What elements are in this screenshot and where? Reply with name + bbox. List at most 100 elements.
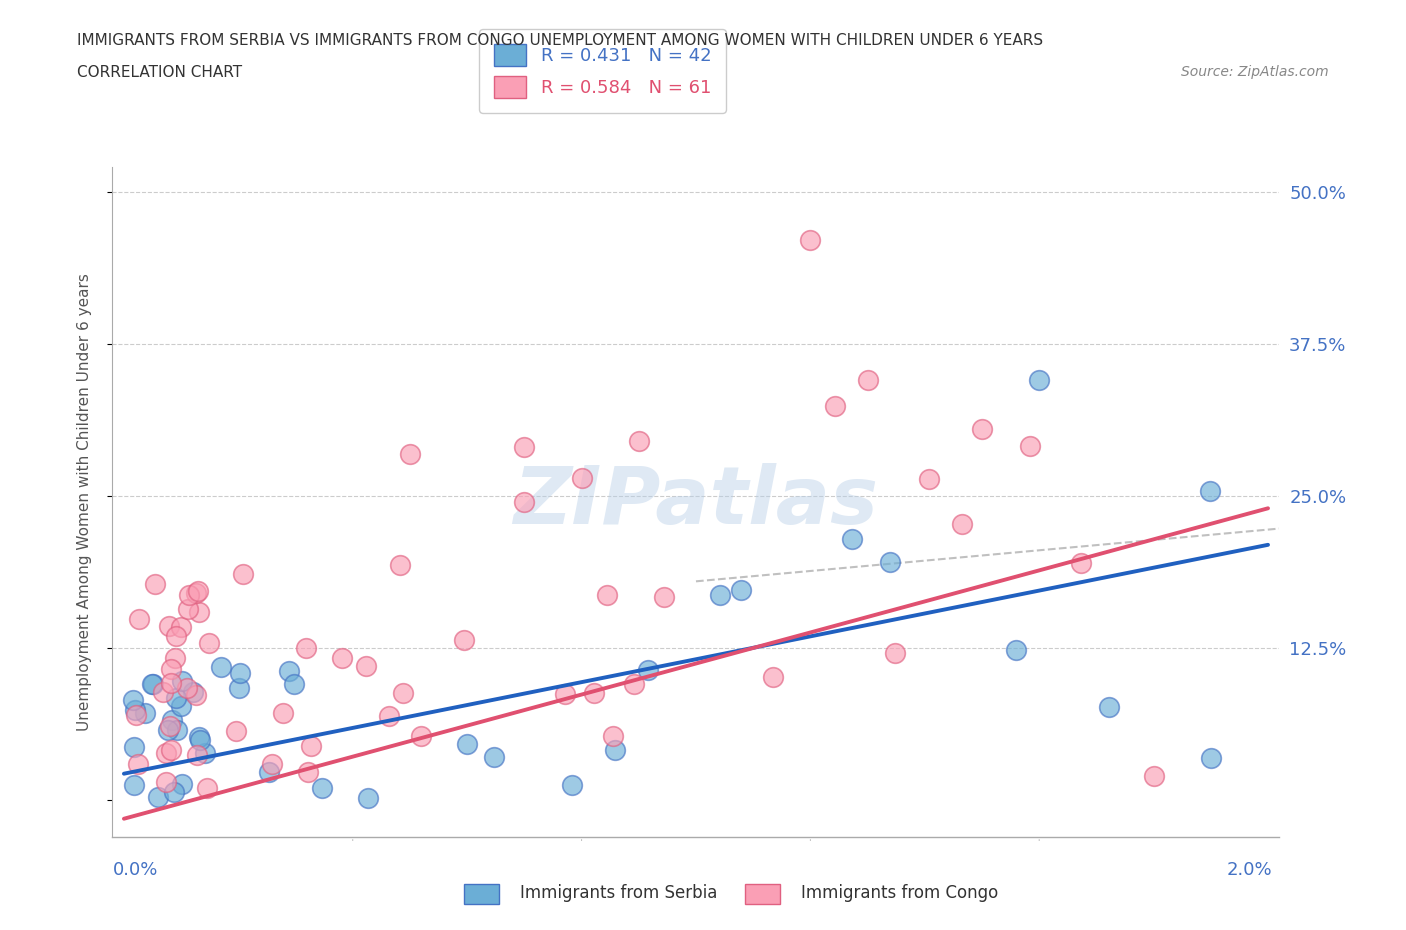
Point xyxy=(124,739,146,754)
Text: CORRELATION CHART: CORRELATION CHART xyxy=(77,65,242,80)
Point xyxy=(188,604,211,619)
Point xyxy=(197,635,219,650)
Text: Immigrants from Congo: Immigrants from Congo xyxy=(801,884,998,902)
Point xyxy=(225,724,247,738)
Point xyxy=(186,688,208,703)
Point xyxy=(181,685,204,700)
Point xyxy=(627,434,650,449)
Point xyxy=(176,681,198,696)
Point xyxy=(125,708,148,723)
Point xyxy=(356,790,378,805)
Point xyxy=(378,709,401,724)
Point xyxy=(295,641,318,656)
Point xyxy=(231,567,253,582)
Legend: R = 0.431   N = 42, R = 0.584   N = 61: R = 0.431 N = 42, R = 0.584 N = 61 xyxy=(479,29,725,113)
Point xyxy=(297,764,319,779)
Y-axis label: Unemployment Among Women with Children Under 6 years: Unemployment Among Women with Children U… xyxy=(77,273,91,731)
Point xyxy=(513,440,536,455)
Point xyxy=(554,687,576,702)
Point xyxy=(856,373,879,388)
Point xyxy=(170,619,193,634)
Point xyxy=(283,677,305,692)
Point xyxy=(271,706,294,721)
Text: IMMIGRANTS FROM SERBIA VS IMMIGRANTS FROM CONGO UNEMPLOYMENT AMONG WOMEN WITH CH: IMMIGRANTS FROM SERBIA VS IMMIGRANTS FRO… xyxy=(77,33,1043,47)
Point xyxy=(637,662,659,677)
Point xyxy=(883,645,905,660)
Point xyxy=(1070,555,1092,570)
Point xyxy=(194,746,217,761)
Point xyxy=(172,777,194,791)
Point xyxy=(186,748,208,763)
Point xyxy=(1199,483,1222,498)
Point xyxy=(148,790,170,804)
Point xyxy=(165,691,187,706)
Point xyxy=(652,590,675,604)
Point xyxy=(195,781,218,796)
Point xyxy=(1098,699,1121,714)
Point xyxy=(160,675,183,690)
Point xyxy=(134,706,156,721)
Point xyxy=(388,558,411,573)
Point xyxy=(330,651,353,666)
Point xyxy=(128,611,150,626)
Point xyxy=(155,746,177,761)
Point xyxy=(177,602,200,617)
Point xyxy=(762,670,785,684)
Point xyxy=(571,471,593,485)
Point xyxy=(482,750,505,764)
Point xyxy=(602,729,624,744)
Point xyxy=(605,743,627,758)
Point xyxy=(260,756,283,771)
Point xyxy=(799,233,821,248)
Point xyxy=(561,777,583,792)
Point xyxy=(583,686,606,701)
Point xyxy=(152,685,174,700)
Point xyxy=(165,629,187,644)
Point xyxy=(157,723,180,737)
Point xyxy=(143,577,166,591)
Point xyxy=(124,702,146,717)
Point xyxy=(970,421,993,436)
Point xyxy=(399,446,422,461)
Point xyxy=(159,719,181,734)
Point xyxy=(1019,439,1042,454)
Point xyxy=(187,583,209,598)
Point xyxy=(1142,769,1164,784)
Point xyxy=(841,532,863,547)
Point xyxy=(170,673,193,688)
Point xyxy=(1005,643,1028,658)
Point xyxy=(184,586,207,601)
Text: 0.0%: 0.0% xyxy=(112,860,157,879)
Point xyxy=(163,785,186,800)
Point xyxy=(709,588,731,603)
Point xyxy=(160,712,183,727)
Point xyxy=(456,737,478,751)
Point xyxy=(1028,373,1050,388)
Point xyxy=(879,554,901,569)
Text: Immigrants from Serbia: Immigrants from Serbia xyxy=(520,884,717,902)
Point xyxy=(155,775,177,790)
Point xyxy=(121,692,143,707)
Point xyxy=(409,728,432,743)
Point xyxy=(160,742,183,757)
Point xyxy=(311,781,333,796)
Point xyxy=(453,632,475,647)
Point xyxy=(392,685,415,700)
Point xyxy=(513,495,536,510)
Text: ZIPatlas: ZIPatlas xyxy=(513,463,879,541)
Point xyxy=(595,588,617,603)
Point xyxy=(229,666,252,681)
Point xyxy=(1199,751,1222,765)
Point xyxy=(179,588,201,603)
Point xyxy=(228,681,250,696)
Point xyxy=(259,764,281,779)
Text: Source: ZipAtlas.com: Source: ZipAtlas.com xyxy=(1181,65,1329,79)
Point xyxy=(278,664,301,679)
Point xyxy=(730,582,752,597)
Point xyxy=(170,698,193,713)
Point xyxy=(209,659,232,674)
Point xyxy=(165,651,187,666)
Point xyxy=(157,619,180,634)
Point xyxy=(127,757,149,772)
Point xyxy=(356,658,378,673)
